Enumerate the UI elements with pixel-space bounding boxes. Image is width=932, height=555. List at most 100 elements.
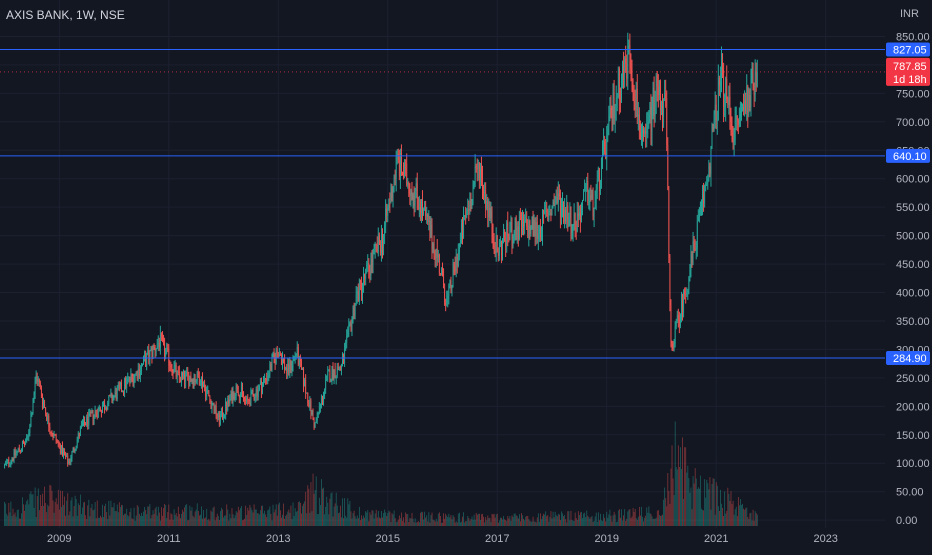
candle-body bbox=[24, 443, 25, 445]
volume-bar bbox=[141, 512, 142, 526]
volume-bar bbox=[181, 513, 182, 526]
volume-bar bbox=[64, 496, 65, 526]
time-axis[interactable]: 2009 2011 2013 2015 2017 2019 2021 2023 bbox=[47, 533, 838, 545]
volume-bar bbox=[603, 514, 605, 526]
candle-body bbox=[553, 201, 555, 207]
candle-body bbox=[568, 216, 570, 227]
volume-bar bbox=[585, 517, 587, 526]
candle-body bbox=[711, 127, 713, 149]
volume-bar bbox=[74, 495, 76, 526]
volume-bar bbox=[722, 507, 723, 526]
volume-bar bbox=[185, 505, 187, 526]
volume-bar bbox=[12, 508, 14, 526]
candle-body bbox=[494, 250, 496, 254]
price-tick-label: 850.00 bbox=[896, 31, 930, 43]
candle-body bbox=[528, 220, 530, 238]
volume-bar bbox=[500, 517, 501, 526]
candle-body bbox=[209, 396, 211, 400]
volume-bar bbox=[623, 515, 625, 526]
candle-body bbox=[569, 207, 571, 217]
volume-bar bbox=[730, 491, 732, 526]
volume-bar bbox=[690, 487, 692, 526]
candle-body bbox=[113, 395, 115, 398]
volume-bar bbox=[75, 499, 77, 526]
candle-body bbox=[510, 222, 512, 233]
volume-bar bbox=[172, 519, 174, 526]
candle-body bbox=[343, 358, 344, 364]
volume-bar bbox=[676, 469, 678, 526]
volume-bar bbox=[713, 478, 715, 526]
volume-bar bbox=[255, 509, 257, 526]
candle-body bbox=[445, 302, 447, 305]
volume-bar bbox=[147, 506, 149, 526]
volume-bar bbox=[421, 511, 422, 526]
candle-body bbox=[677, 315, 679, 320]
candle-body bbox=[655, 75, 657, 100]
candle-body bbox=[76, 439, 78, 446]
volume-bar bbox=[434, 521, 436, 526]
volume-bar bbox=[215, 517, 217, 526]
volume-bar bbox=[546, 516, 548, 526]
candle-body bbox=[625, 58, 627, 64]
price-tick-label: 50.00 bbox=[896, 487, 924, 499]
volume-bar bbox=[290, 505, 292, 526]
volume-bar bbox=[135, 515, 137, 526]
volume-bar bbox=[417, 521, 419, 526]
volume-bar bbox=[652, 518, 654, 526]
candle-body bbox=[531, 217, 533, 228]
candle-body bbox=[592, 193, 594, 217]
volume-bar bbox=[444, 518, 446, 526]
candle-body bbox=[556, 196, 558, 203]
level-label-bg bbox=[886, 42, 930, 57]
candle-body bbox=[491, 210, 493, 234]
candle-body bbox=[69, 462, 71, 464]
candle-body bbox=[749, 95, 751, 108]
candle-body bbox=[383, 234, 384, 248]
candle-body bbox=[30, 414, 32, 427]
volume-bar bbox=[307, 485, 309, 526]
volume-bar bbox=[733, 514, 735, 526]
horizontal-levels[interactable] bbox=[0, 49, 885, 359]
candle-body bbox=[664, 93, 666, 100]
volume-bar bbox=[755, 513, 757, 526]
candle-body bbox=[161, 333, 162, 336]
candle-body bbox=[462, 224, 463, 239]
volume-bar bbox=[517, 518, 519, 526]
candle-body bbox=[340, 368, 341, 370]
candle-body bbox=[537, 233, 539, 240]
volume-bar bbox=[436, 521, 438, 526]
candle-body bbox=[210, 399, 212, 409]
candle-body bbox=[716, 120, 718, 122]
volume-bar bbox=[429, 522, 431, 526]
candle-body bbox=[144, 356, 146, 358]
volume-bar bbox=[541, 519, 542, 526]
price-axis[interactable]: 850.00800.00750.00700.00650.00600.00550.… bbox=[885, 0, 932, 550]
volume-bar bbox=[684, 447, 686, 526]
candle-body bbox=[129, 376, 131, 381]
candle-body bbox=[557, 193, 559, 203]
volume-bar bbox=[328, 514, 330, 526]
volume-bar bbox=[250, 507, 252, 526]
time-tick-label: 2021 bbox=[704, 533, 728, 545]
candle-body bbox=[638, 114, 640, 133]
candle-body bbox=[482, 174, 483, 191]
candle-body bbox=[438, 254, 440, 274]
time-tick-label: 2015 bbox=[376, 533, 400, 545]
candle-body bbox=[47, 415, 49, 421]
volume-bar bbox=[427, 521, 429, 526]
volume-bar bbox=[306, 513, 308, 526]
volume-bar bbox=[588, 516, 590, 526]
candle-body bbox=[248, 400, 250, 402]
candle-body bbox=[125, 378, 127, 389]
volume-bar bbox=[691, 509, 693, 526]
candle-body bbox=[85, 423, 87, 426]
level-label: 284.90 bbox=[893, 353, 927, 365]
volume-bar bbox=[178, 513, 180, 526]
volume-bar bbox=[49, 484, 51, 526]
volume-bar bbox=[423, 519, 424, 526]
volume-bar bbox=[116, 504, 118, 526]
volume-bar bbox=[334, 503, 336, 526]
volume-bar bbox=[271, 520, 273, 526]
